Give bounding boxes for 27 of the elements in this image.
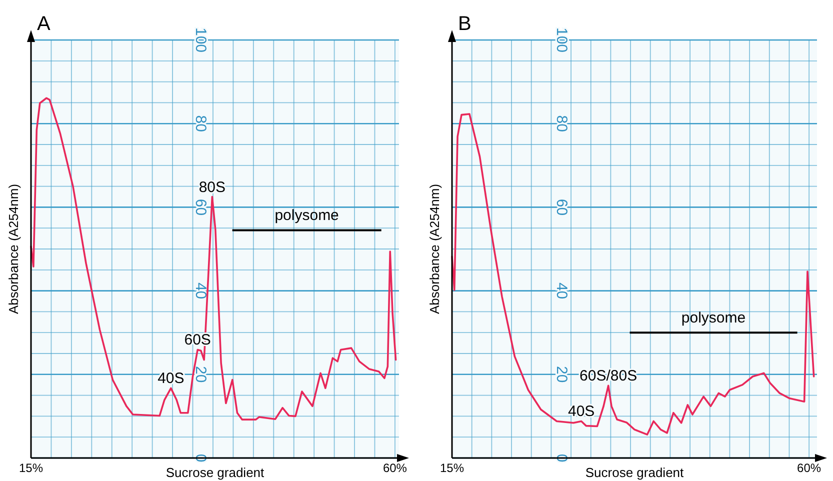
y-tick-label: 80 xyxy=(192,115,209,132)
y-tick-label: 60 xyxy=(192,198,209,216)
y-tick-label: 40 xyxy=(553,282,570,300)
annotation: polysome xyxy=(274,207,339,224)
y-tick-label: 60 xyxy=(553,198,570,216)
x-tick-label: 15% xyxy=(18,461,44,475)
line-series xyxy=(30,97,397,420)
x-axis-title: Sucrose gradient xyxy=(166,465,265,480)
annotation: 40S xyxy=(158,370,184,388)
line-series xyxy=(451,113,815,436)
y-tick-label: 40 xyxy=(192,282,209,300)
y-tick-label: 100 xyxy=(553,27,570,53)
annotation: 40S xyxy=(568,403,595,420)
y-tick-label: 20 xyxy=(192,366,209,383)
y-axis-title: Absorbance (A254nm) xyxy=(427,184,442,314)
x-tick-label: 60% xyxy=(797,461,822,475)
annotation: polysome xyxy=(681,310,746,327)
annotation: 80S xyxy=(198,178,226,196)
x-tick-label: 15% xyxy=(440,461,464,475)
y-axis-title: Absorbance (A254nm) xyxy=(6,184,21,314)
chart-title: B xyxy=(458,13,472,35)
x-axis-title: Sucrose gradient xyxy=(585,465,684,480)
x-tick-label: 60% xyxy=(382,461,408,475)
chart-title: A xyxy=(37,13,51,35)
y-tick-label: 20 xyxy=(553,366,570,383)
y-tick-label: 100 xyxy=(192,27,209,53)
y-tick-label: 80 xyxy=(553,115,570,132)
